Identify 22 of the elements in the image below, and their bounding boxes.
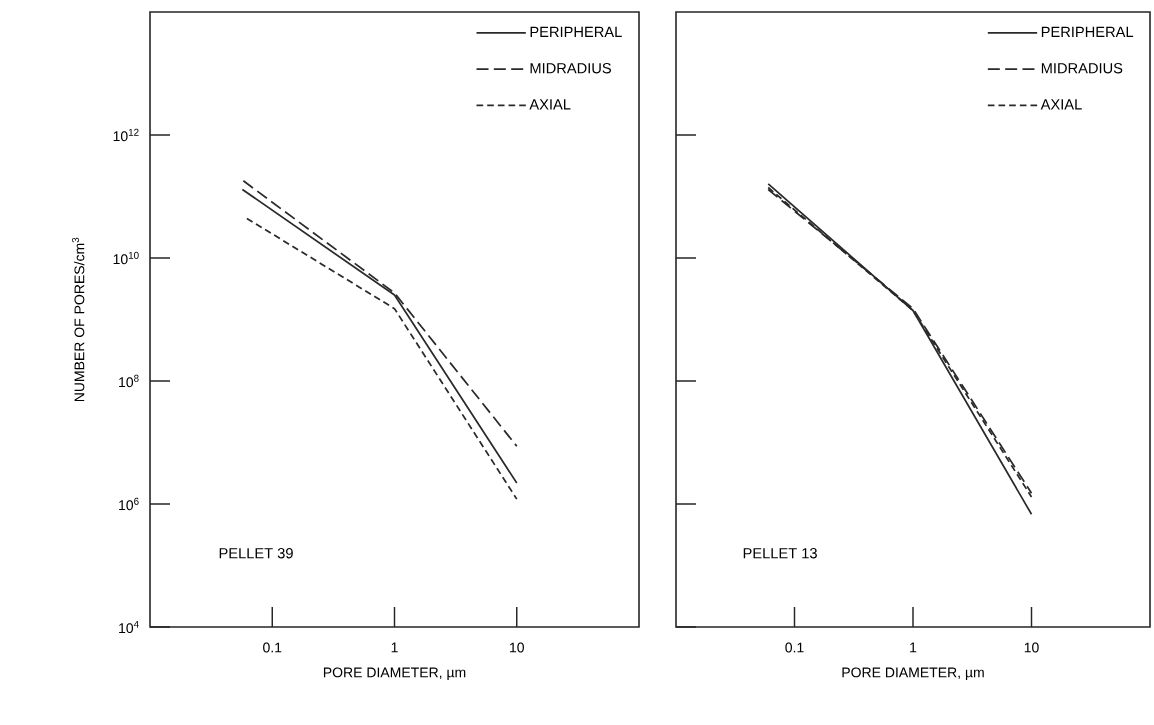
y-tick-label: 10$^{12}$	[113, 128, 139, 142]
legend-label: AXIAL	[1040, 99, 1082, 110]
legend-label: PERIPHERAL	[1041, 26, 1134, 37]
legend-label: MIDRADIUS	[530, 63, 611, 74]
x-axis-title: PORE DIAMETER, µm	[323, 667, 466, 681]
y-axis-title: NUMBER OF PORES/cm$^{3}$	[72, 237, 85, 402]
y-tick-label: 10$^{10}$	[113, 251, 139, 265]
legend-label: MIDRADIUS	[1041, 63, 1123, 74]
annotation: PELLET 39	[219, 548, 293, 559]
x-tick-label: 0.1	[785, 642, 804, 653]
y-tick-label: 10$^{4}$	[119, 620, 139, 634]
x-tick-label: 10	[1024, 642, 1039, 653]
x-tick-label: 10	[510, 642, 524, 653]
x-tick-label: 1	[910, 642, 917, 653]
legend-label: AXIAL	[529, 99, 571, 110]
y-tick-label: 10$^{6}$	[119, 497, 139, 511]
x-axis-title: PORE DIAMETER, µm	[842, 667, 984, 681]
x-tick-label: 0.1	[263, 642, 282, 653]
legend-label: PERIPHERAL	[530, 26, 622, 37]
x-tick-label: 1	[391, 642, 398, 653]
annotation: PELLET 13	[743, 548, 817, 559]
y-tick-label: 10$^{8}$	[119, 374, 139, 388]
